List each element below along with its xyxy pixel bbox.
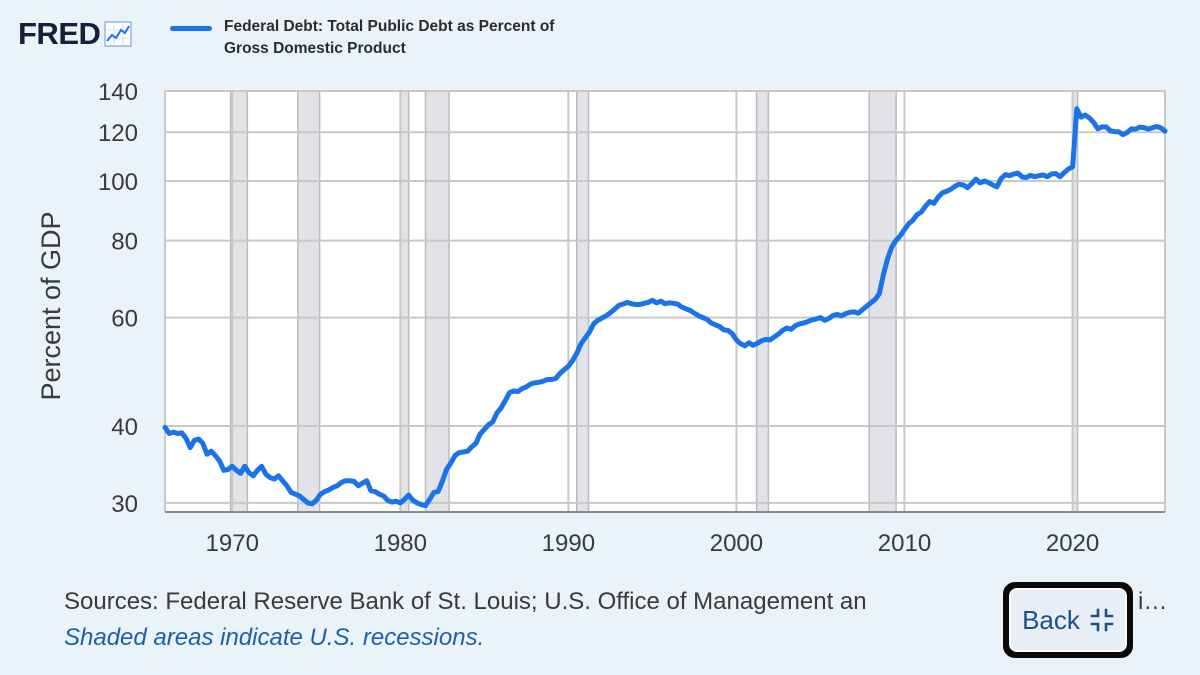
fred-logo[interactable]: FRED (18, 14, 132, 54)
y-tick-label: 100 (98, 169, 138, 196)
y-axis-label: Percent of GDP (36, 211, 66, 400)
y-tick-label: 60 (111, 306, 138, 333)
x-tick-label: 2000 (710, 530, 763, 557)
recession-band (755, 90, 770, 513)
back-button[interactable]: Back (1003, 582, 1133, 658)
x-tick-label: 1990 (542, 530, 595, 557)
x-tick-label: 1980 (374, 530, 427, 557)
collapse-icon (1090, 608, 1114, 632)
chart-footer: Sources: Federal Reserve Bank of St. Lou… (64, 584, 1164, 656)
sources-text: Sources: Federal Reserve Bank of St. Lou… (64, 588, 867, 615)
recession-band (424, 90, 450, 513)
y-tick-label: 40 (111, 414, 138, 441)
line-chart: 30 40 60 80 100 120 140 1970 1980 1990 2000 2010 20… (36, 79, 1168, 557)
x-axis-ticks: 1970 1980 1990 2000 2010 2020 (206, 530, 1100, 557)
trend-line-icon (104, 21, 132, 47)
logo-text: FRED (18, 16, 101, 51)
x-tick-label: 2020 (1046, 530, 1099, 557)
y-tick-label: 140 (98, 79, 138, 106)
sources-text-tail: i… (1138, 588, 1168, 615)
y-tick-label: 120 (98, 120, 138, 147)
recession-band (399, 90, 410, 513)
legend-label-line1: Federal Debt: Total Public Debt as Perce… (224, 18, 555, 35)
legend-label-line2: Gross Domestic Product (224, 40, 406, 57)
y-tick-label: 30 (111, 491, 138, 518)
recession-note: Shaded areas indicate U.S. recessions. (64, 624, 485, 651)
recession-band (297, 90, 321, 513)
x-tick-label: 1970 (206, 530, 259, 557)
recession-band (576, 90, 590, 513)
y-tick-label: 80 (111, 229, 138, 256)
back-button-label: Back (1022, 604, 1080, 635)
x-tick-label: 2010 (878, 530, 931, 557)
gridlines (164, 90, 1166, 513)
legend-swatch (170, 26, 212, 31)
legend-label: Federal Debt: Total Public Debt as Perce… (224, 16, 624, 60)
back-button-inner[interactable]: Back (1009, 588, 1127, 652)
y-axis-ticks: 30 40 60 80 100 120 140 (98, 79, 138, 518)
chart-legend[interactable]: Federal Debt: Total Public Debt as Perce… (170, 16, 624, 60)
series-line-federal-debt[interactable] (162, 106, 1168, 509)
